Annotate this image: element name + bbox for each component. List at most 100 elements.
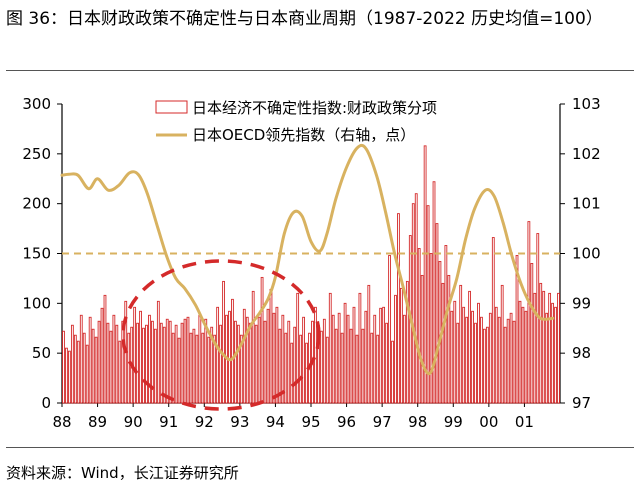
- uncertainty-bar: [266, 308, 270, 404]
- uncertainty-bar: [506, 318, 510, 404]
- uncertainty-bar: [551, 302, 554, 404]
- y-left-tick-label: 300: [22, 95, 51, 113]
- uncertainty-bar: [456, 322, 460, 404]
- uncertainty-bar: [219, 324, 222, 404]
- uncertainty-bar: [331, 314, 335, 404]
- uncertainty-bar: [162, 326, 166, 404]
- uncertainty-bar: [500, 284, 504, 404]
- source-rule: [6, 447, 634, 448]
- uncertainty-bar: [343, 302, 347, 404]
- uncertainty-bar: [148, 314, 151, 404]
- uncertainty-bar: [278, 328, 282, 404]
- x-tick-label: 93: [230, 413, 249, 431]
- uncertainty-bar: [420, 274, 424, 404]
- uncertainty-bar: [414, 193, 418, 404]
- uncertainty-bar: [91, 328, 95, 404]
- uncertainty-bar: [322, 318, 326, 404]
- uncertainty-bar: [257, 316, 261, 404]
- uncertainty-bar: [373, 314, 377, 404]
- uncertainty-bar: [82, 332, 86, 404]
- uncertainty-bar: [228, 310, 231, 404]
- uncertainty-bar: [234, 320, 237, 404]
- uncertainty-bar: [545, 312, 549, 404]
- uncertainty-bar: [533, 292, 537, 404]
- uncertainty-bar: [417, 248, 421, 404]
- uncertainty-bar: [186, 316, 190, 404]
- x-tick-label: 98: [408, 413, 427, 431]
- uncertainty-bar: [70, 324, 74, 404]
- uncertainty-bar: [275, 306, 279, 404]
- uncertainty-bar: [361, 328, 365, 404]
- uncertainty-bar: [554, 306, 557, 404]
- y-right-tick-label: 102: [572, 145, 601, 163]
- uncertainty-bar: [539, 282, 543, 404]
- uncertainty-bar: [195, 334, 199, 404]
- uncertainty-bar: [474, 322, 477, 404]
- uncertainty-bar: [145, 324, 148, 404]
- uncertainty-bar: [524, 310, 528, 404]
- uncertainty-bar: [100, 307, 104, 404]
- uncertainty-bar: [364, 310, 368, 404]
- uncertainty-bar: [103, 294, 107, 404]
- uncertainty-bar: [328, 292, 332, 404]
- uncertainty-bar: [462, 306, 466, 404]
- uncertainty-bar: [483, 328, 486, 404]
- x-tick-label: 00: [479, 413, 498, 431]
- uncertainty-bar: [530, 263, 534, 404]
- uncertainty-bar: [210, 326, 214, 404]
- y-left-tick-label: 50: [32, 344, 51, 362]
- uncertainty-bar: [435, 223, 439, 404]
- uncertainty-bar: [319, 330, 323, 404]
- y-left-tick-label: 250: [22, 145, 51, 163]
- uncertainty-bar: [296, 292, 300, 404]
- uncertainty-bar: [284, 332, 288, 404]
- uncertainty-bar: [165, 318, 169, 404]
- uncertainty-bar: [94, 336, 98, 404]
- y-right-tick-label: 101: [572, 195, 601, 213]
- uncertainty-bar: [518, 300, 522, 404]
- uncertainty-bar: [97, 320, 101, 404]
- uncertainty-bar: [468, 290, 471, 404]
- uncertainty-bar: [459, 284, 463, 404]
- uncertainty-bar: [174, 324, 178, 404]
- uncertainty-bar: [106, 322, 110, 404]
- uncertainty-bar: [355, 334, 359, 404]
- y-right-tick-label: 97: [572, 394, 591, 412]
- uncertainty-bar: [376, 334, 380, 404]
- uncertainty-bar: [314, 306, 317, 404]
- uncertainty-bar: [405, 280, 409, 404]
- uncertainty-bar: [411, 203, 415, 404]
- uncertainty-bar: [382, 306, 386, 404]
- uncertainty-bar: [272, 312, 276, 404]
- uncertainty-bar: [480, 316, 483, 404]
- uncertainty-bar: [394, 294, 397, 404]
- uncertainty-bar: [325, 336, 329, 404]
- uncertainty-bar: [290, 342, 294, 404]
- uncertainty-bar: [488, 312, 492, 404]
- uncertainty-bar: [388, 255, 391, 404]
- uncertainty-bar: [337, 312, 341, 404]
- uncertainty-bar: [263, 320, 267, 404]
- uncertainty-bar: [441, 282, 445, 404]
- y-left-tick-label: 200: [22, 195, 51, 213]
- x-tick-label: 01: [515, 413, 534, 431]
- y-left-tick-label: 100: [22, 294, 51, 312]
- uncertainty-bar: [180, 322, 184, 404]
- legend-bar-swatch: [155, 100, 188, 114]
- uncertainty-bar: [159, 322, 163, 404]
- uncertainty-bar: [370, 332, 374, 404]
- uncertainty-bar: [385, 322, 388, 404]
- uncertainty-bar: [287, 320, 291, 404]
- uncertainty-bar: [503, 326, 507, 404]
- uncertainty-bar: [248, 322, 252, 404]
- uncertainty-bar: [269, 288, 273, 404]
- uncertainty-bar: [400, 287, 403, 404]
- uncertainty-bar: [68, 350, 71, 404]
- uncertainty-bar: [293, 326, 297, 404]
- uncertainty-bar: [447, 274, 451, 404]
- uncertainty-bar: [299, 334, 303, 404]
- highlight-ellipse: [121, 259, 321, 411]
- uncertainty-bar: [204, 318, 208, 404]
- x-tick-label: 99: [444, 413, 463, 431]
